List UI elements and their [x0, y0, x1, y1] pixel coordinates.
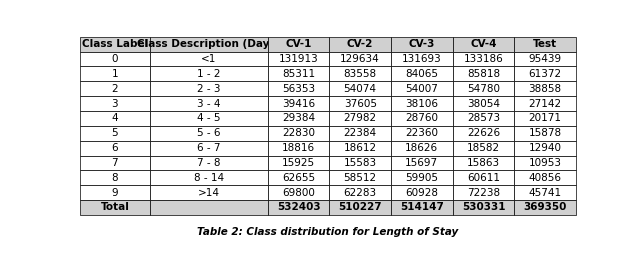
Text: Table 2: Class distribution for Length of Stay: Table 2: Class distribution for Length o… [197, 227, 459, 237]
